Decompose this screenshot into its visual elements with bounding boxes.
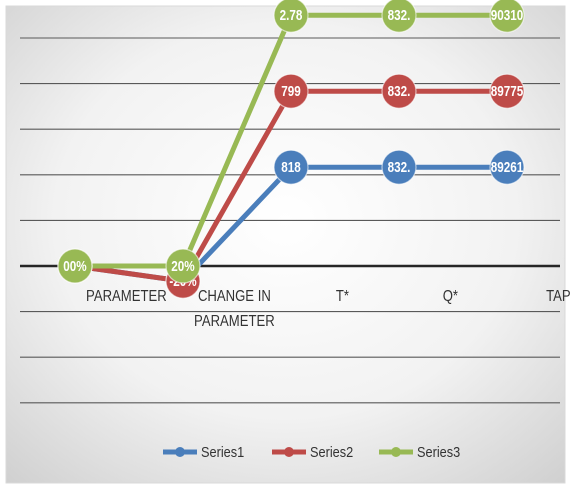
data-label: 832. <box>388 7 411 24</box>
series-markers: 818832.89261-20%799832.8977500%20%2.7883… <box>57 0 525 299</box>
legend-swatch-marker <box>284 447 294 457</box>
x-tick-label-line: T* <box>336 288 349 305</box>
x-tick-label: CHANGE IN PARAMETER <box>194 288 275 330</box>
x-tick-label: PARAMETER <box>86 288 167 305</box>
data-point: 2.78 <box>273 0 309 33</box>
legend-label: Series1 <box>201 443 244 460</box>
data-point: 832. <box>381 73 417 109</box>
data-point: 90310 <box>489 0 525 33</box>
legend-item-3: Series3 <box>379 443 460 460</box>
data-point: 20% <box>165 248 201 284</box>
legend-swatch-marker <box>391 447 401 457</box>
data-point-marker <box>489 149 525 185</box>
data-point-marker <box>273 0 309 33</box>
data-label: 799 <box>281 83 301 100</box>
data-point: 799 <box>273 73 309 109</box>
data-point: 818 <box>273 149 309 185</box>
legend-item-2: Series2 <box>272 443 353 460</box>
legend-label: Series2 <box>310 443 353 460</box>
x-tick-label-line: PARAMETER <box>194 313 275 330</box>
data-point: 89775 <box>489 73 525 109</box>
legend: Series1 Series2 Series3 <box>163 443 460 460</box>
x-tick-label-line: CHANGE IN <box>198 288 271 305</box>
data-label: 90310 <box>491 7 524 24</box>
data-label: 818 <box>281 159 301 176</box>
data-point: 89261 <box>489 149 525 185</box>
data-label: 2.78 <box>280 7 303 24</box>
data-point-marker <box>489 0 525 33</box>
data-point: 00% <box>57 248 93 284</box>
data-label: 20% <box>171 258 194 275</box>
data-point: 832. <box>381 149 417 185</box>
data-point-marker <box>57 248 93 284</box>
data-label: 89775 <box>491 83 524 100</box>
data-point-marker <box>381 73 417 109</box>
data-point-marker <box>165 248 201 284</box>
x-tick-label-line: TAP <box>546 288 571 305</box>
data-point-marker <box>381 149 417 185</box>
legend-item-1: Series1 <box>163 443 244 460</box>
data-point-marker <box>489 73 525 109</box>
data-label: 832. <box>388 83 411 100</box>
x-tick-label: T* <box>336 288 349 305</box>
legend-label: Series3 <box>417 443 460 460</box>
x-tick-label-line: PARAMETER <box>86 288 167 305</box>
data-point-marker <box>273 73 309 109</box>
data-point: 832. <box>381 0 417 33</box>
x-tick-label: TAP <box>546 288 571 305</box>
data-point-marker <box>273 149 309 185</box>
data-point-marker <box>381 0 417 33</box>
data-label: 832. <box>388 159 411 176</box>
x-tick-label-line: Q* <box>443 288 459 305</box>
legend-swatch-marker <box>175 447 185 457</box>
data-label: 00% <box>63 258 86 275</box>
x-tick-label: Q* <box>443 288 459 305</box>
data-label: 89261 <box>491 159 524 176</box>
